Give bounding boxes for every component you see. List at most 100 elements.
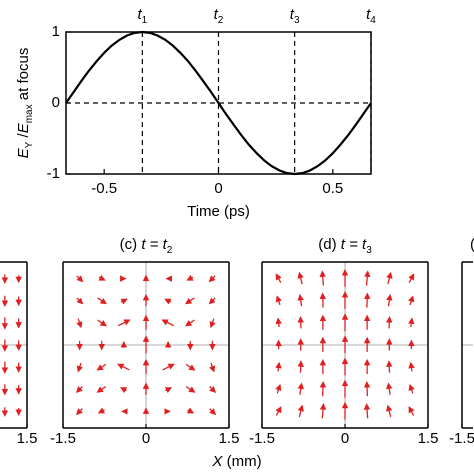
arrow	[98, 274, 106, 281]
x-axis-title: X (mm)	[211, 453, 261, 470]
arrow	[275, 406, 282, 416]
arrow	[208, 297, 216, 305]
arrow	[275, 295, 282, 306]
arrow	[386, 360, 393, 373]
arrow	[97, 407, 106, 414]
arrow	[96, 385, 107, 393]
x-tick-label: 1.5	[17, 430, 38, 447]
arrow	[386, 316, 393, 329]
arrow	[408, 406, 415, 416]
x-tick-label: 0.5	[322, 180, 343, 197]
annotation-part: 3	[294, 15, 300, 26]
series-line	[65, 30, 372, 176]
x-tick-label: 0	[341, 430, 349, 447]
arrow	[209, 386, 217, 393]
arrow	[186, 407, 195, 414]
arrow	[363, 381, 371, 397]
x-axis-title-part: (mm)	[222, 453, 261, 470]
x-axis-title: Time (ps)	[187, 203, 250, 220]
arrow	[75, 408, 83, 416]
arrow	[319, 381, 327, 397]
annotation-part: t	[290, 6, 295, 23]
x-tick-label: -1.5	[449, 430, 474, 447]
annotation-part: 4	[370, 15, 376, 26]
annotation-part: 2	[218, 15, 224, 26]
arrow	[364, 270, 371, 286]
arrow	[97, 297, 107, 305]
x-axis-title-part: X	[211, 453, 223, 470]
panel-title-part: (d)	[318, 236, 341, 253]
x-tick-label: -0.5	[91, 180, 117, 197]
arrow	[96, 363, 107, 371]
x-tick-label: 1.5	[418, 430, 439, 447]
y-axis-title: EY /Emax at focus	[15, 48, 35, 159]
arrow	[408, 273, 415, 284]
arrow	[363, 292, 371, 308]
y-tick-label: -1	[47, 165, 60, 182]
arrow	[408, 317, 415, 328]
arrow	[119, 387, 128, 394]
arrow	[208, 275, 216, 283]
arrow	[209, 318, 216, 329]
panel-title-part: (	[470, 236, 474, 253]
y-tick-label: 1	[52, 23, 60, 40]
arrow	[385, 404, 393, 418]
arrow	[185, 363, 196, 371]
arrow	[76, 318, 83, 329]
annotation-part: 1	[142, 15, 148, 26]
panel-title: (d) t = t3	[318, 236, 372, 256]
arrow	[185, 385, 196, 393]
x-tick-label: -1.5	[50, 430, 76, 447]
panel-title-part: (c)	[120, 236, 142, 253]
panel-title-part: t = t	[341, 236, 367, 253]
annotation-part: t	[366, 6, 371, 23]
annotation: t3	[290, 6, 300, 26]
arrow	[185, 297, 195, 305]
arrow	[76, 297, 84, 305]
arrow	[319, 270, 326, 286]
arrow	[408, 361, 415, 372]
arrow	[164, 298, 172, 305]
arrow	[164, 387, 173, 394]
arrow	[297, 404, 305, 418]
arrow	[161, 319, 174, 327]
arrow	[275, 361, 282, 372]
panel-title: (c) t = t2	[120, 236, 173, 256]
arrow	[209, 362, 216, 373]
arrow	[97, 319, 107, 327]
y-axis-title-part: max	[24, 104, 35, 123]
arrow	[297, 293, 304, 307]
arrow	[120, 298, 128, 305]
arrow	[185, 319, 195, 327]
arrow	[186, 274, 194, 281]
arrow	[162, 363, 175, 371]
y-axis-title-part: Y	[24, 141, 35, 148]
arrow	[386, 271, 393, 285]
arrow	[118, 319, 131, 327]
y-axis-title-part: /	[15, 132, 32, 141]
panel-title-part: t = t	[141, 236, 167, 253]
arrow	[297, 316, 304, 329]
arrow	[319, 292, 327, 308]
x-tick-label: 0	[214, 180, 222, 197]
panel-title: (	[470, 236, 474, 253]
annotation-part: t	[214, 6, 219, 23]
y-axis-title-part: E	[15, 147, 32, 158]
arrow	[386, 293, 393, 307]
arrow	[75, 386, 83, 393]
annotation-part: t	[137, 6, 142, 23]
arrow	[275, 273, 282, 284]
arrow	[117, 363, 130, 371]
y-axis-title-part: at focus	[15, 48, 32, 105]
arrow	[385, 382, 393, 395]
arrow	[408, 383, 415, 394]
y-tick-label: 0	[52, 94, 60, 111]
arrow	[363, 403, 371, 419]
arrow	[209, 408, 217, 416]
arrow	[275, 317, 282, 328]
arrow	[408, 295, 415, 306]
annotation: t1	[137, 6, 147, 26]
panel-title-part: 2	[167, 245, 173, 256]
arrow	[76, 362, 83, 373]
